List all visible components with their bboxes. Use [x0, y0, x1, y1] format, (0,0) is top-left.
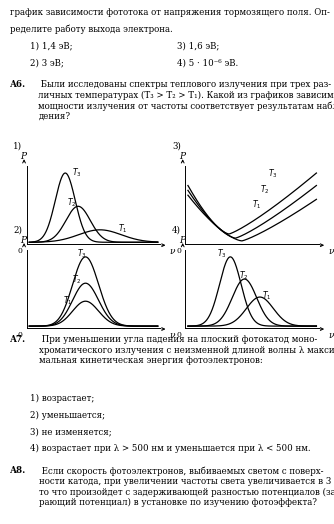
- Text: ределите работу выхода электрона.: ределите работу выхода электрона.: [10, 25, 173, 34]
- Text: 1) 1,4 эВ;: 1) 1,4 эВ;: [30, 41, 73, 50]
- Text: ν: ν: [170, 247, 175, 256]
- Text: 0: 0: [176, 331, 181, 339]
- Text: 2) 3 эВ;: 2) 3 эВ;: [30, 58, 64, 67]
- Text: P: P: [20, 236, 26, 245]
- Text: $\mathit{T}_1$: $\mathit{T}_1$: [63, 294, 72, 307]
- Text: А6.: А6.: [10, 80, 26, 89]
- Text: А7.: А7.: [10, 335, 26, 344]
- Text: P: P: [20, 152, 26, 161]
- Text: P: P: [179, 236, 185, 245]
- Text: А8.: А8.: [10, 466, 26, 475]
- Text: 4) возрастает при λ > 500 нм и уменьшается при λ < 500 нм.: 4) возрастает при λ > 500 нм и уменьшает…: [30, 444, 311, 453]
- Text: ν: ν: [328, 247, 334, 256]
- Text: 0: 0: [18, 247, 23, 255]
- Text: график зависимости фототока от напряжения тормозящего поля. Оп-: график зависимости фототока от напряжени…: [10, 8, 330, 17]
- Text: $\mathit{T}_3$: $\mathit{T}_3$: [268, 167, 278, 180]
- Text: $\mathit{T}_3$: $\mathit{T}_3$: [217, 247, 227, 260]
- Text: Были исследованы спектры теплового излучения при трех раз-
личных температурах (: Были исследованы спектры теплового излуч…: [38, 80, 334, 121]
- Text: 0: 0: [18, 331, 23, 339]
- Text: 0: 0: [176, 247, 181, 255]
- Text: P: P: [179, 152, 185, 161]
- Text: $\mathit{T}_2$: $\mathit{T}_2$: [239, 270, 248, 282]
- Text: ν: ν: [170, 331, 175, 340]
- Text: Если скорость фотоэлектронов, выбиваемых светом с поверх-
ности катода, при увел: Если скорость фотоэлектронов, выбиваемых…: [39, 466, 334, 507]
- Text: 4) 5 · 10⁻⁶ эВ.: 4) 5 · 10⁻⁶ эВ.: [177, 58, 238, 67]
- Text: 1): 1): [13, 141, 22, 150]
- Text: $\mathit{T}_1$: $\mathit{T}_1$: [262, 290, 271, 302]
- Text: $\mathit{T}_3$: $\mathit{T}_3$: [77, 248, 87, 260]
- Text: $\mathit{T}_1$: $\mathit{T}_1$: [252, 199, 262, 212]
- Text: $\mathit{T}_3$: $\mathit{T}_3$: [72, 167, 82, 179]
- Text: 2): 2): [13, 225, 22, 234]
- Text: $\mathit{T}_2$: $\mathit{T}_2$: [260, 183, 270, 196]
- Text: 3) 1,6 эВ;: 3) 1,6 эВ;: [177, 41, 219, 50]
- Text: При уменьшении угла падения на плоский фотокатод моно-
хроматического излучения : При уменьшении угла падения на плоский ф…: [39, 335, 334, 365]
- Text: $\mathit{T}_1$: $\mathit{T}_1$: [118, 222, 127, 235]
- Text: 3) не изменяется;: 3) не изменяется;: [30, 428, 112, 436]
- Text: 2) уменьшается;: 2) уменьшается;: [30, 411, 105, 420]
- Text: 3): 3): [172, 141, 181, 150]
- Text: 4): 4): [172, 225, 181, 234]
- Text: 1) возрастает;: 1) возрастает;: [30, 394, 95, 403]
- Text: $\mathit{T}_2$: $\mathit{T}_2$: [72, 274, 82, 286]
- Text: $\mathit{T}_2$: $\mathit{T}_2$: [67, 196, 76, 209]
- Text: ν: ν: [328, 331, 334, 340]
